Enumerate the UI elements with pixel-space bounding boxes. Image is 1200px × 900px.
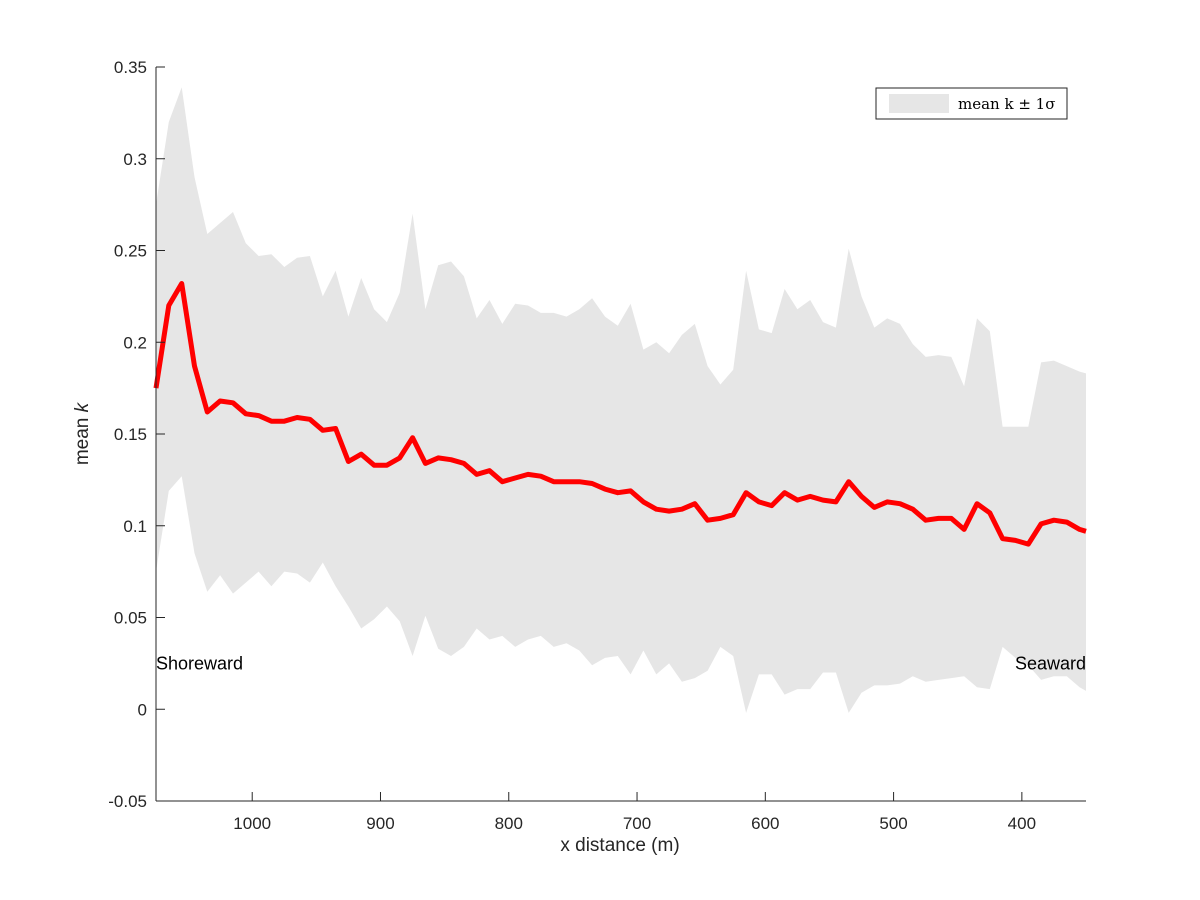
y-tick-label: 0.15 <box>114 425 147 444</box>
y-tick-label: 0.25 <box>114 242 147 261</box>
y-ticks: -0.05 0 0.05 0.1 0.15 0.2 0.25 0.3 0.35 <box>108 58 165 811</box>
y-axis-label-var: k <box>72 401 93 412</box>
y-tick-label: 0.35 <box>114 58 147 77</box>
legend-label: mean k ± 1σ <box>958 95 1055 113</box>
axes: 1000 900 800 700 600 500 400 -0.05 0 0.05 0.1 0.15… <box>108 58 1086 833</box>
legend-swatch <box>889 94 949 113</box>
y-tick-label: 0.1 <box>123 517 147 536</box>
mean-line <box>153 281 1087 547</box>
annotation-seaward: Seaward <box>1015 653 1086 673</box>
y-tick-label: 0.2 <box>123 333 147 352</box>
x-axis-label: x distance (m) <box>560 835 679 856</box>
x-tick-label: 600 <box>751 814 779 833</box>
x-tick-label: 800 <box>495 814 523 833</box>
std-band <box>156 87 1086 713</box>
x-tick-label: 1000 <box>233 814 271 833</box>
y-tick-label: 0.05 <box>114 609 147 628</box>
x-tick-label: 700 <box>623 814 651 833</box>
x-ticks: 1000 900 800 700 600 500 400 <box>233 792 1036 833</box>
x-tick-label: 500 <box>879 814 907 833</box>
plot-area <box>153 87 1087 713</box>
y-tick-label: 0 <box>138 700 147 719</box>
x-tick-label: 400 <box>1008 814 1036 833</box>
x-tick-label: 900 <box>366 814 394 833</box>
y-axis-label: mean k <box>72 401 93 465</box>
annotation-shoreward: Shoreward <box>156 653 243 673</box>
y-tick-label: -0.05 <box>108 792 147 811</box>
y-axis-label-prefix: mean <box>72 412 93 465</box>
legend: mean k ± 1σ <box>875 87 1068 120</box>
y-tick-label: 0.3 <box>123 150 147 169</box>
